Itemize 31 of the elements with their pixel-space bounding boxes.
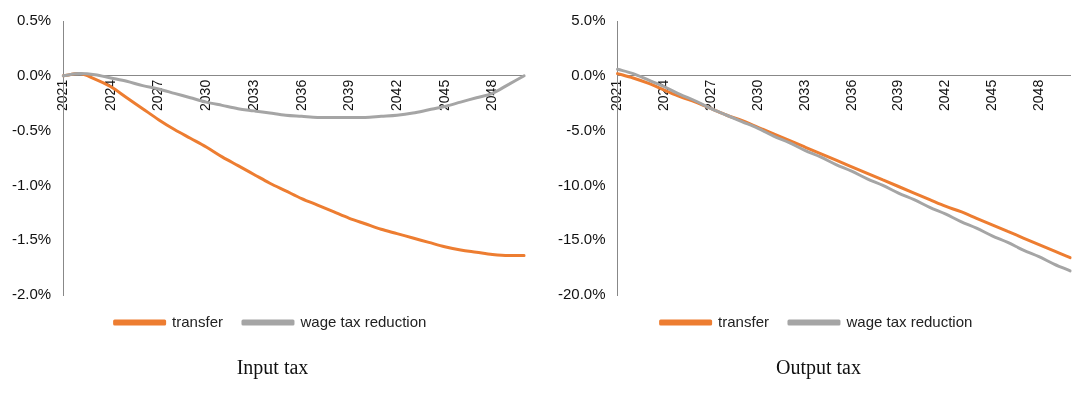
y-tick-label: -5.0% <box>566 120 606 138</box>
y-tick-label: -1.5% <box>12 230 52 248</box>
legend-label: transfer <box>718 312 769 330</box>
x-tick-label: 2042 <box>387 79 404 111</box>
legend-label: transfer <box>172 312 223 330</box>
x-tick-label: 2039 <box>340 79 357 111</box>
y-tick-label: 0.0% <box>571 65 606 83</box>
y-tick-label: 0.5% <box>16 11 52 29</box>
y-tick-label: -10.0% <box>558 175 606 193</box>
x-tick-label: 2033 <box>244 79 261 111</box>
x-tick-label: 2042 <box>936 79 953 111</box>
x-tick-label: 2048 <box>1029 79 1046 111</box>
text: Input tax <box>235 356 310 379</box>
text: Output tax <box>775 356 862 379</box>
legend-label: wage tax reduction <box>299 312 427 330</box>
y-tick-label: -2.0% <box>12 285 52 303</box>
x-tick-label: 2048 <box>483 79 500 111</box>
y-tick-label: 0.0% <box>16 65 52 83</box>
x-tick-label: 2039 <box>889 79 906 111</box>
x-tick-label: 2045 <box>983 79 1000 111</box>
y-tick-label: -20.0% <box>558 285 606 303</box>
x-tick-label: 2027 <box>149 79 166 111</box>
y-tick-label: -0.5% <box>12 120 52 138</box>
y-tick-label: 5.0% <box>571 11 606 29</box>
x-tick-label: 2036 <box>292 79 309 111</box>
x-tick-label: 2036 <box>842 79 859 111</box>
x-tick-label: 2033 <box>795 79 812 111</box>
y-tick-label: -15.0% <box>558 230 606 248</box>
y-tick-label: -1.0% <box>12 175 52 193</box>
x-tick-label: 2030 <box>748 79 765 111</box>
legend-label: wage tax reduction <box>845 312 973 330</box>
